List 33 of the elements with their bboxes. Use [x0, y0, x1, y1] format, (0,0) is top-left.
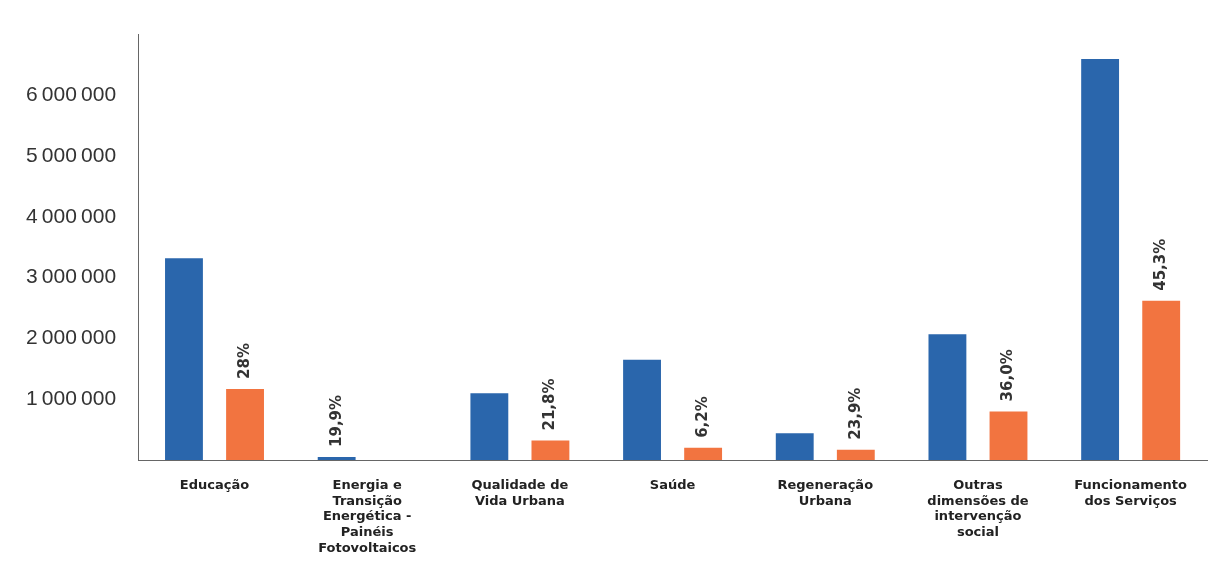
x-tick-label: Outras dimensões de intervenção social	[927, 477, 1029, 539]
annotation: 21,8%	[540, 378, 559, 431]
bar	[531, 440, 570, 460]
bar	[775, 433, 814, 460]
annotation: 19,9%	[326, 394, 345, 447]
annotation: 23,9%	[845, 387, 864, 440]
bar	[1142, 300, 1181, 460]
bar	[1081, 58, 1120, 460]
x-tick-label: Educação	[179, 477, 250, 493]
x-tick-label: Qualidade de Vida Urbana	[471, 477, 569, 508]
x-tick-label: Regeneração Urbana	[777, 477, 874, 508]
bar	[989, 411, 1028, 460]
x-tick-label: Funcionamento dos Serviços	[1074, 477, 1188, 508]
y-tick-label: 1 000 000	[25, 386, 117, 410]
y-tick-label: 6 000 000	[25, 82, 117, 106]
bar	[317, 456, 356, 460]
x-tick-label: Saúde	[649, 477, 696, 493]
bar	[623, 359, 661, 460]
y-tick-label: 5 000 000	[25, 142, 117, 166]
y-tick-label: 4 000 000	[25, 203, 117, 227]
annotation: 6,2%	[693, 396, 712, 438]
annotation: 28%	[234, 342, 253, 379]
y-tick-label: 2 000 000	[25, 325, 117, 349]
bar	[836, 449, 875, 460]
bar	[165, 258, 203, 460]
annotation: 45,3%	[1151, 238, 1170, 291]
x-tick-label: Energia e Transição Energética - Painéis Fotovoltaicos	[318, 477, 417, 555]
annotation: 36,0%	[998, 349, 1017, 402]
bar	[226, 388, 264, 460]
bar	[928, 334, 967, 460]
y-tick-label: 3 000 000	[25, 264, 117, 288]
bar	[470, 393, 509, 460]
bar	[684, 447, 723, 460]
